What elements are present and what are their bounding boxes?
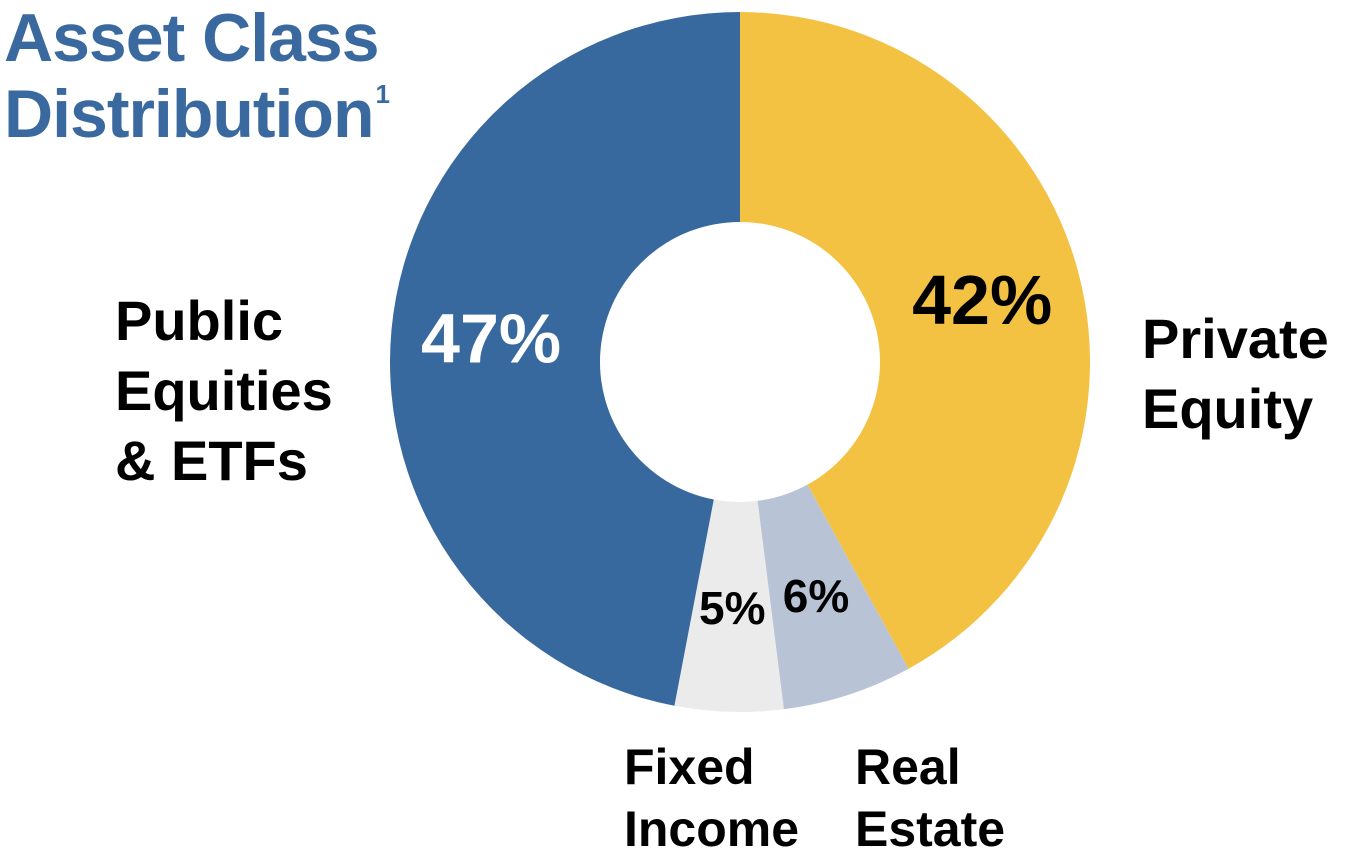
category-label-public-equities-line-2: Equities	[115, 359, 333, 422]
category-label-real-estate-line-2: Estate	[855, 801, 1006, 857]
value-label-fixed-income: 5%	[699, 582, 765, 634]
slice-fixed-income	[674, 499, 784, 712]
category-label-fixed-income-line-2: Income	[624, 801, 800, 857]
slice-private-equity	[740, 12, 1090, 669]
category-label-public-equities-line-1: Public	[115, 289, 284, 352]
category-label-fixed-income: Fixed Income	[624, 736, 799, 860]
value-label-private-equity: 42%	[912, 261, 1052, 339]
category-label-public-equities: Public Equities & ETFs	[115, 286, 333, 496]
category-label-private-equity: Private Equity	[1142, 304, 1329, 444]
footnote-marker: 1	[375, 79, 391, 109]
chart-title-line-2: Distribution1	[4, 76, 391, 166]
value-label-real-estate: 6%	[783, 570, 849, 622]
category-label-real-estate: Real Estate	[855, 736, 1005, 860]
chart-title-line-1: Asset Class	[4, 0, 380, 76]
category-label-private-equity-line-2: Equity	[1142, 377, 1314, 440]
category-label-real-estate-line-1: Real	[855, 739, 961, 795]
chart-title-line-2-text: Distribution	[4, 76, 375, 152]
slice-public-equities	[389, 11, 740, 706]
category-label-fixed-income-line-1: Fixed	[624, 739, 755, 795]
category-label-private-equity-line-1: Private	[1142, 307, 1329, 370]
slice-real-estate	[757, 484, 909, 710]
chart-title: Asset Class Distribution1	[4, 0, 391, 166]
value-label-public-equities: 47%	[421, 299, 561, 377]
category-label-public-equities-line-3: & ETFs	[115, 429, 308, 492]
